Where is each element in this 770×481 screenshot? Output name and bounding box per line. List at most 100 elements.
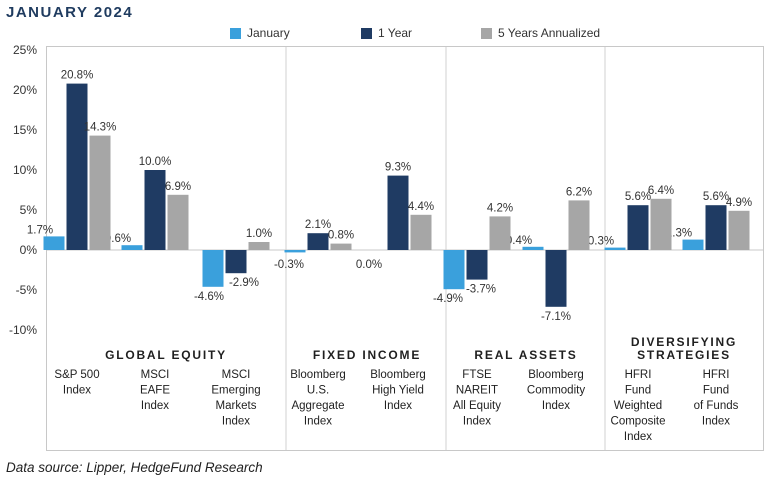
category-label: Composite	[611, 416, 666, 428]
legend-swatch-january	[230, 27, 241, 39]
category-label: Markets	[216, 400, 257, 412]
bar-1-year	[545, 250, 567, 307]
legend-label-5-years: 5 Years Annualized	[498, 26, 601, 40]
data-label: 4.4%	[408, 201, 434, 213]
group-title: REAL ASSETS	[474, 348, 577, 362]
category-label: NAREIT	[456, 385, 498, 397]
category-label: High Yield	[372, 385, 424, 397]
bar-1-year	[466, 250, 488, 280]
bar-5-years-annualized	[89, 135, 111, 250]
bar-january	[202, 250, 224, 287]
category-label: Index	[624, 431, 652, 443]
category-label: Index	[542, 400, 570, 412]
category-label: Fund	[625, 385, 651, 397]
data-label: -7.1%	[541, 311, 571, 323]
category-label: HFRI	[703, 369, 730, 381]
bar-5-years-annualized	[489, 216, 511, 250]
data-label: 6.2%	[566, 186, 592, 198]
category-label: Fund	[703, 385, 729, 397]
category-label: Index	[141, 400, 169, 412]
chart-title: JANUARY 2024	[6, 4, 134, 21]
bar-5-years-annualized	[330, 243, 352, 250]
category-label: HFRI	[625, 369, 652, 381]
bar-1-year	[225, 250, 247, 274]
y-tick-label: 15%	[13, 123, 37, 137]
bar-january	[682, 239, 704, 250]
category-label: Index	[463, 416, 491, 428]
legend-item-january: January	[230, 26, 290, 40]
category-label: Index	[222, 416, 250, 428]
category-label: Index	[702, 416, 730, 428]
y-tick-label: 0%	[20, 243, 38, 257]
category-label: EAFE	[140, 385, 170, 397]
data-label: -3.7%	[466, 284, 496, 296]
category-label: Emerging	[211, 385, 260, 397]
legend-swatch-5-years	[481, 27, 492, 39]
category-label: FTSE	[462, 369, 492, 381]
data-label: 20.8%	[61, 70, 94, 82]
data-label: 1.0%	[246, 228, 272, 240]
bar-january	[443, 250, 465, 290]
category-label: MSCI	[222, 369, 251, 381]
bar-5-years-annualized	[167, 194, 189, 250]
data-label: 5.6%	[625, 191, 651, 203]
bar-5-years-annualized	[728, 210, 750, 250]
category-label: Bloomberg	[370, 369, 426, 381]
bar-1-year	[66, 83, 88, 250]
data-label: 0.0%	[356, 259, 382, 271]
y-tick-label: 5%	[20, 203, 38, 217]
data-source-note: Data source: Lipper, HedgeFund Research	[6, 460, 263, 475]
data-label: 2.1%	[305, 219, 331, 231]
category-label: of Funds	[694, 400, 739, 412]
data-label: 9.3%	[385, 162, 411, 174]
category-label: Bloomberg	[528, 369, 584, 381]
category-label: Commodity	[527, 385, 585, 397]
legend: January 1 Year 5 Years Annualized	[0, 26, 770, 42]
y-tick-label: 20%	[13, 83, 37, 97]
bar-1-year	[387, 175, 409, 250]
bar-1-year	[705, 205, 727, 250]
data-label: 0.4%	[506, 235, 532, 247]
bar-january	[121, 245, 143, 250]
legend-label-january: January	[247, 26, 290, 40]
category-label: S&P 500	[54, 369, 99, 381]
data-label: 6.9%	[165, 181, 191, 193]
bar-5-years-annualized	[568, 200, 590, 250]
bar-1-year	[627, 205, 649, 250]
data-label: 6.4%	[648, 185, 674, 197]
bar-january	[522, 246, 544, 250]
category-label: Index	[304, 416, 332, 428]
category-label: MSCI	[141, 369, 170, 381]
legend-swatch-1-year	[361, 27, 372, 39]
category-label: Bloomberg	[290, 369, 346, 381]
category-label: Index	[384, 400, 412, 412]
y-tick-label: -5%	[16, 283, 38, 297]
bar-january	[43, 236, 65, 250]
data-label: -4.9%	[433, 293, 463, 305]
data-label: 1.3%	[666, 228, 692, 240]
bar-5-years-annualized	[650, 198, 672, 250]
group-title: DIVERSIFYING	[631, 335, 737, 349]
data-label: 0.6%	[105, 233, 131, 245]
data-label: 10.0%	[139, 156, 172, 168]
data-label: 14.3%	[84, 122, 117, 134]
bar-5-years-annualized	[248, 242, 270, 250]
y-tick-label: 25%	[13, 43, 37, 57]
group-title: FIXED INCOME	[313, 348, 421, 362]
category-label: Index	[63, 385, 91, 397]
group-title: STRATEGIES	[637, 348, 731, 362]
bar-1-year	[307, 233, 329, 250]
bar-1-year	[144, 170, 166, 250]
category-label: Weighted	[614, 400, 662, 412]
legend-label-1-year: 1 Year	[378, 26, 413, 40]
data-label: -4.6%	[194, 291, 224, 303]
category-label: Aggregate	[291, 400, 344, 412]
category-label: U.S.	[307, 385, 329, 397]
bar-january	[604, 247, 626, 250]
bar-5-years-annualized	[410, 214, 432, 250]
legend-item-5-years: 5 Years Annualized	[481, 26, 600, 40]
data-label: 0.8%	[328, 230, 354, 242]
group-title: GLOBAL EQUITY	[105, 348, 227, 362]
data-label: -2.9%	[229, 277, 259, 289]
bar-january	[284, 250, 306, 253]
